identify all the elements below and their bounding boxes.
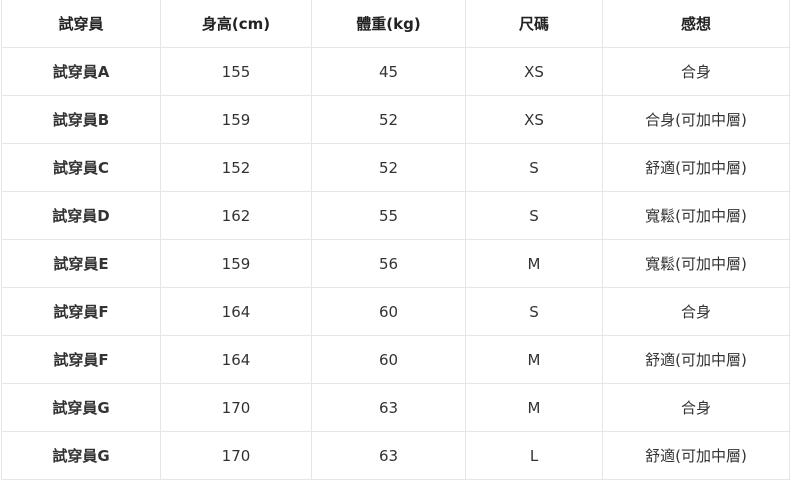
cell-weight: 60 — [311, 335, 466, 384]
cell-weight: 52 — [311, 143, 466, 192]
table-row: 試穿員B 159 52 XS 合身(可加中層) — [1, 95, 790, 144]
header-row: 試穿員 身高(cm) 體重(kg) 尺碼 感想 — [1, 0, 790, 48]
cell-height: 159 — [160, 95, 312, 144]
header-feedback: 感想 — [602, 0, 790, 48]
cell-size: M — [465, 239, 603, 288]
table-row: 試穿員D 162 55 S 寬鬆(可加中層) — [1, 191, 790, 240]
cell-weight: 63 — [311, 383, 466, 432]
cell-tester: 試穿員E — [1, 239, 161, 288]
table-row: 試穿員G 170 63 L 舒適(可加中層) — [1, 431, 790, 480]
cell-height: 159 — [160, 239, 312, 288]
cell-feedback: 合身(可加中層) — [602, 95, 790, 144]
header-weight: 體重(kg) — [311, 0, 466, 48]
header-size: 尺碼 — [465, 0, 603, 48]
cell-feedback: 寬鬆(可加中層) — [602, 239, 790, 288]
cell-height: 170 — [160, 431, 312, 480]
cell-weight: 63 — [311, 431, 466, 480]
table-row: 試穿員F 164 60 S 合身 — [1, 287, 790, 336]
header-tester: 試穿員 — [1, 0, 161, 48]
cell-height: 162 — [160, 191, 312, 240]
cell-tester: 試穿員A — [1, 47, 161, 96]
cell-feedback: 舒適(可加中層) — [602, 143, 790, 192]
cell-tester: 試穿員G — [1, 383, 161, 432]
cell-tester: 試穿員B — [1, 95, 161, 144]
cell-height: 164 — [160, 287, 312, 336]
table-row: 試穿員E 159 56 M 寬鬆(可加中層) — [1, 239, 790, 288]
cell-feedback: 舒適(可加中層) — [602, 335, 790, 384]
cell-height: 155 — [160, 47, 312, 96]
cell-size: M — [465, 383, 603, 432]
cell-size: S — [465, 191, 603, 240]
cell-feedback: 合身 — [602, 287, 790, 336]
cell-weight: 60 — [311, 287, 466, 336]
cell-size: L — [465, 431, 603, 480]
cell-tester: 試穿員C — [1, 143, 161, 192]
cell-weight: 55 — [311, 191, 466, 240]
cell-size: M — [465, 335, 603, 384]
cell-tester: 試穿員G — [1, 431, 161, 480]
cell-feedback: 合身 — [602, 383, 790, 432]
cell-size: S — [465, 143, 603, 192]
fitting-results-table: 試穿員 身高(cm) 體重(kg) 尺碼 感想 試穿員A 155 45 XS 合身 試穿員… — [1, 0, 790, 480]
cell-tester: 試穿員D — [1, 191, 161, 240]
table-row: 試穿員G 170 63 M 合身 — [1, 383, 790, 432]
cell-weight: 45 — [311, 47, 466, 96]
cell-feedback: 舒適(可加中層) — [602, 431, 790, 480]
table-row: 試穿員C 152 52 S 舒適(可加中層) — [1, 143, 790, 192]
cell-weight: 56 — [311, 239, 466, 288]
cell-size: XS — [465, 47, 603, 96]
table-row: 試穿員F 164 60 M 舒適(可加中層) — [1, 335, 790, 384]
cell-feedback: 合身 — [602, 47, 790, 96]
header-height: 身高(cm) — [160, 0, 312, 48]
cell-tester: 試穿員F — [1, 287, 161, 336]
cell-weight: 52 — [311, 95, 466, 144]
cell-size: XS — [465, 95, 603, 144]
cell-size: S — [465, 287, 603, 336]
cell-height: 164 — [160, 335, 312, 384]
cell-height: 152 — [160, 143, 312, 192]
cell-tester: 試穿員F — [1, 335, 161, 384]
cell-feedback: 寬鬆(可加中層) — [602, 191, 790, 240]
cell-height: 170 — [160, 383, 312, 432]
table-row: 試穿員A 155 45 XS 合身 — [1, 47, 790, 96]
